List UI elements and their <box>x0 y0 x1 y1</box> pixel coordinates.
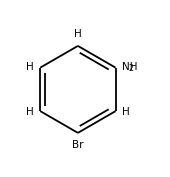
Text: H: H <box>122 107 130 117</box>
Text: 2: 2 <box>129 64 134 73</box>
Text: H: H <box>26 62 34 72</box>
Text: NH: NH <box>122 62 137 72</box>
Text: Br: Br <box>72 140 84 150</box>
Text: H: H <box>74 29 82 39</box>
Text: H: H <box>26 107 34 117</box>
